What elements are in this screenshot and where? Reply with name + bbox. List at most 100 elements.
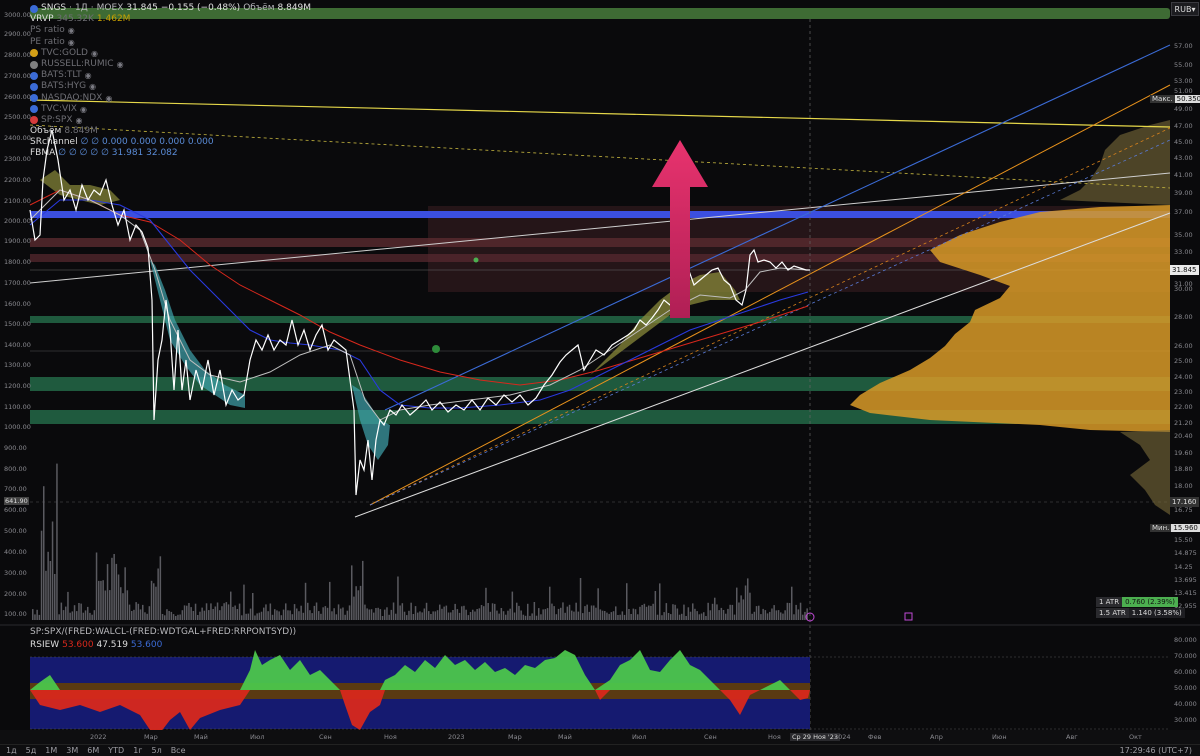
time-axis-label: Ср 29 Ноя '23 — [790, 733, 840, 741]
volume-bar — [659, 583, 661, 620]
right-axis-label: 23.00 — [1174, 388, 1193, 396]
currency-selector[interactable]: RUB ▾ — [1171, 2, 1199, 16]
volume-bar — [245, 613, 247, 620]
volume-bar — [678, 614, 681, 620]
rsi-legend[interactable]: RSIEW 53.600 47.519 53.600 — [30, 640, 163, 650]
indicator-vix[interactable]: TVC:VIX ◉ — [30, 104, 311, 115]
volume-bar — [665, 603, 668, 620]
indicator-ndx[interactable]: NASDAQ:NDX ◉ — [30, 93, 311, 104]
volume-bar — [410, 602, 412, 620]
volume-bar — [762, 608, 764, 620]
right-axis-label: 14.875 — [1174, 549, 1197, 557]
range-button[interactable]: 1д — [6, 746, 17, 755]
rsi-red-fill — [30, 690, 810, 740]
range-buttons: 1д 5д 1М 3М 6М YTD 1г 5л Все — [6, 746, 186, 755]
clock: 17:29:46 (UTC+7) — [1119, 746, 1192, 755]
volume-bar — [610, 612, 613, 620]
eye-icon[interactable]: ◉ — [84, 71, 92, 81]
eye-icon[interactable]: ◉ — [67, 26, 75, 36]
eye-icon[interactable]: ◉ — [116, 59, 124, 69]
eye-icon[interactable]: ◉ — [67, 37, 75, 47]
eye-icon[interactable]: ◉ — [105, 93, 113, 103]
volume-bar — [254, 615, 256, 620]
event-marker[interactable] — [805, 612, 815, 622]
volume-bar — [304, 582, 307, 620]
range-button[interactable]: 1г — [133, 746, 143, 755]
volume-bar — [705, 616, 707, 620]
left-axis-label: 1300.00 — [4, 361, 31, 369]
symbol-row[interactable]: SNGS · 1Д · MOEX 31.845 −0.155 (−0.48%) … — [30, 3, 311, 14]
volume-bar — [243, 584, 245, 620]
volume-bar — [71, 611, 74, 620]
volume-bar — [639, 606, 641, 620]
left-axis-label: 700.00 — [4, 485, 27, 493]
indicator-hyg[interactable]: BATS:HYG ◉ — [30, 81, 311, 92]
range-button[interactable]: 1М — [45, 746, 58, 755]
marker-dot — [432, 345, 440, 353]
right-axis-label: 19.60 — [1174, 449, 1193, 457]
right-axis-label: 41.00 — [1174, 171, 1193, 179]
russell-icon — [30, 60, 38, 69]
volume-bar — [186, 605, 188, 620]
indicator-pe-ratio[interactable]: PE ratio ◉ — [30, 36, 75, 47]
volume-bar — [403, 611, 406, 620]
volume-bar — [111, 557, 113, 620]
volume-bar — [117, 574, 120, 620]
volume-bar — [194, 603, 197, 620]
indicator-volume[interactable]: Объём 8.849M — [30, 126, 98, 137]
volume-bar — [483, 606, 485, 620]
left-axis-label: 2900.00 — [4, 30, 31, 38]
indicator-tlt[interactable]: BATS:TLT ◉ — [30, 70, 311, 81]
indicator-rumic[interactable]: RUSSELL:RUMIC ◉ — [30, 59, 311, 70]
volume-bar — [797, 609, 800, 620]
volume-bar — [353, 596, 355, 620]
volume-bar — [524, 615, 527, 620]
volume-bar — [637, 614, 639, 620]
right-axis-label: 18.80 — [1174, 465, 1193, 473]
right-axis-label: 57.00 — [1174, 42, 1193, 50]
volume-bar — [447, 612, 450, 620]
indicator-ps-ratio[interactable]: PS ratio ◉ — [30, 25, 75, 36]
range-button[interactable]: 5л — [151, 746, 162, 755]
eye-icon[interactable]: ◉ — [90, 48, 98, 58]
indicator-vrvp[interactable]: VRVP 345.32K 1.462M — [30, 14, 131, 25]
volume-bar — [201, 607, 203, 620]
left-axis-label: 100.00 — [4, 610, 27, 618]
indicator-spx[interactable]: SP:SPX ◉ — [30, 115, 311, 126]
right-axis-label: 13.415 — [1174, 589, 1197, 597]
indicator-gold[interactable]: TVC:GOLD ◉ — [30, 48, 311, 59]
volume-bar — [546, 608, 549, 620]
time-axis-bg[interactable] — [0, 730, 1200, 744]
volume-bar — [445, 605, 448, 620]
volume-bar — [227, 604, 230, 620]
eye-icon[interactable]: ◉ — [75, 115, 83, 125]
indicator-srchannel[interactable]: SRchannel ∅ ∅ 0.000 0.000 0.000 0.000 — [30, 137, 214, 148]
volume-bar — [496, 610, 498, 620]
volume-bar — [223, 603, 225, 620]
left-axis-label: 2500.00 — [4, 113, 31, 121]
gold-icon — [30, 49, 38, 58]
volume-bar — [617, 615, 619, 620]
volume-bar — [161, 614, 164, 620]
volume-bar — [698, 614, 701, 620]
volume-bar — [381, 616, 384, 620]
range-button[interactable]: YTD — [108, 746, 125, 755]
volume-bar — [258, 612, 261, 620]
eye-icon[interactable]: ◉ — [89, 82, 97, 92]
volume-bar — [775, 610, 778, 620]
volume-bar — [322, 607, 324, 620]
volume-bar — [456, 609, 459, 620]
volume-bar — [764, 610, 767, 620]
range-button[interactable]: 3М — [66, 746, 79, 755]
volume-bar — [32, 609, 34, 620]
range-button[interactable]: 6М — [87, 746, 100, 755]
event-marker[interactable] — [904, 612, 913, 621]
indicator-fbma[interactable]: FBMA ∅ ∅ ∅ ∅ ∅ 31.981 32.082 — [30, 148, 178, 159]
volume-bar — [280, 615, 283, 620]
lower-pane-title[interactable]: SP:SPX/(FRED:WALCL-(FRED:WDTGAL+FRED:RRP… — [30, 627, 297, 637]
range-button[interactable]: 5д — [25, 746, 37, 755]
eye-icon[interactable]: ◉ — [79, 104, 87, 114]
range-button[interactable]: Все — [170, 746, 186, 755]
volume-bar — [645, 606, 648, 620]
